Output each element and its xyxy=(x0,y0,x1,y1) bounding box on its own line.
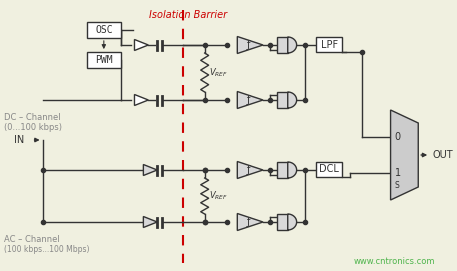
Text: OUT: OUT xyxy=(432,150,453,160)
Text: $V_{REF}$: $V_{REF}$ xyxy=(209,190,228,202)
Polygon shape xyxy=(391,110,418,200)
Polygon shape xyxy=(237,162,263,179)
Text: 1: 1 xyxy=(394,168,401,178)
Text: OSC: OSC xyxy=(95,25,112,35)
Text: (100 kbps...100 Mbps): (100 kbps...100 Mbps) xyxy=(4,246,90,254)
Polygon shape xyxy=(288,214,297,230)
Polygon shape xyxy=(143,217,157,227)
Polygon shape xyxy=(288,92,297,108)
Text: $V_{REF}$: $V_{REF}$ xyxy=(209,66,228,79)
FancyBboxPatch shape xyxy=(87,22,121,38)
FancyBboxPatch shape xyxy=(316,37,342,52)
FancyBboxPatch shape xyxy=(87,52,121,68)
Polygon shape xyxy=(288,162,297,178)
FancyBboxPatch shape xyxy=(277,162,288,178)
Text: DCL: DCL xyxy=(319,164,339,175)
Text: ƒ: ƒ xyxy=(246,165,250,175)
FancyBboxPatch shape xyxy=(277,214,288,230)
Polygon shape xyxy=(288,37,297,53)
FancyBboxPatch shape xyxy=(277,92,288,108)
Polygon shape xyxy=(237,214,263,231)
Text: ƒ: ƒ xyxy=(246,40,250,50)
Polygon shape xyxy=(237,37,263,53)
Polygon shape xyxy=(143,164,157,176)
Text: IN: IN xyxy=(14,135,24,145)
Polygon shape xyxy=(134,95,149,105)
Text: 0: 0 xyxy=(394,132,401,142)
Polygon shape xyxy=(237,92,263,108)
Text: ƒ: ƒ xyxy=(246,95,250,105)
Text: www.cntronics.com: www.cntronics.com xyxy=(354,257,435,266)
FancyBboxPatch shape xyxy=(277,37,288,53)
Text: AC – Channel: AC – Channel xyxy=(4,235,60,244)
Text: PWM: PWM xyxy=(95,55,112,65)
Text: (0...100 kbps): (0...100 kbps) xyxy=(4,124,62,133)
Text: S: S xyxy=(394,180,399,189)
Text: Isolation Barrier: Isolation Barrier xyxy=(149,10,227,20)
Text: LPF: LPF xyxy=(321,40,338,50)
FancyBboxPatch shape xyxy=(316,162,342,177)
Text: ƒ: ƒ xyxy=(246,217,250,227)
Polygon shape xyxy=(134,40,149,50)
Text: DC – Channel: DC – Channel xyxy=(4,114,61,122)
